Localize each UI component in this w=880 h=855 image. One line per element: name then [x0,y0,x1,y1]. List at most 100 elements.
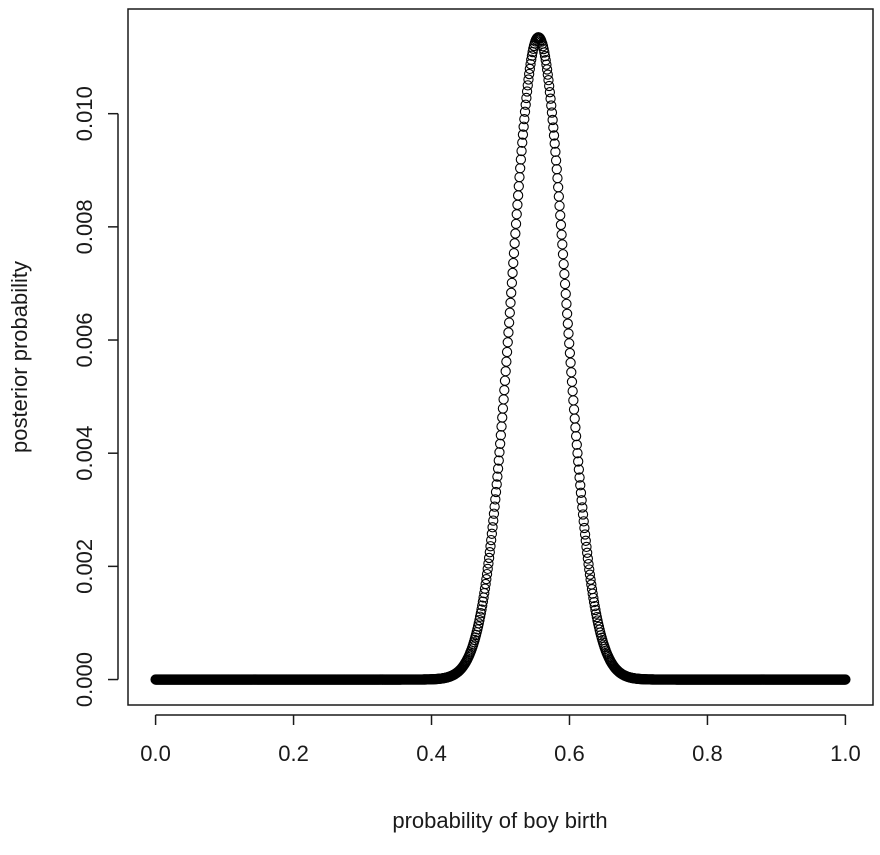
data-point [485,541,496,552]
data-point [573,464,585,475]
data-point [566,376,578,387]
data-point [520,99,531,110]
data-point [563,328,574,339]
data-point [474,614,485,626]
data-point [577,502,588,513]
data-point [474,611,486,622]
data-point [591,611,602,623]
data-point [570,431,582,442]
data-point [505,297,516,308]
data-point [588,592,599,604]
data-point [483,552,495,564]
data-point [547,114,558,126]
data-point [519,113,530,125]
data-point [566,367,577,378]
data-point [503,317,515,328]
x-tick-label: 0.6 [554,741,585,766]
data-point [588,596,600,608]
data-point [518,121,529,132]
data-point [574,472,585,483]
data-point [584,564,595,575]
data-point [562,318,573,329]
data-point [495,430,506,441]
data-point [567,385,578,397]
data-point [557,239,568,250]
data-point [504,307,515,318]
data-point [486,534,497,546]
data-point [580,535,591,546]
data-point [541,64,553,75]
data-point [489,501,500,512]
x-tick-label: 0.0 [140,741,171,766]
data-point [554,200,565,211]
data-point [486,528,498,539]
data-point [517,129,529,140]
data-point [526,54,537,65]
data-point [515,163,526,174]
data-point [492,471,503,482]
data-point [541,59,552,70]
data-point [572,448,583,459]
data-point [512,190,524,201]
data-point [573,456,584,467]
data-point [511,209,522,220]
data-point [476,604,487,615]
data-point [553,182,564,193]
data-point [558,258,569,270]
data-point [526,50,538,61]
data-point [509,238,520,249]
y-tick-label: 0.002 [72,539,97,594]
data-point [559,268,570,280]
data-point [575,480,586,491]
data-point [550,155,562,166]
data-point [840,674,851,685]
data-point [497,403,509,414]
data-point [490,486,502,498]
data-point [493,455,504,466]
data-point [515,154,527,165]
data-point [488,515,499,526]
data-point [484,547,495,558]
data-point [525,58,536,70]
data-point [492,463,504,474]
data-point [543,75,554,86]
data-point [582,547,593,558]
data-point [510,218,522,230]
data-point [570,422,581,433]
data-point [507,267,518,279]
x-tick-label: 1.0 [830,741,861,766]
data-point [544,80,555,92]
data-point [510,228,521,239]
data-point [565,357,576,368]
data-point [483,558,494,569]
data-point [561,298,572,310]
data-point [590,608,602,619]
data-point [506,277,518,289]
data-point [499,375,511,386]
data-point [548,130,560,141]
data-point [579,522,590,534]
data-point [556,229,567,240]
data-point [561,308,573,319]
data-point [581,541,592,553]
y-tick-label: 0.010 [72,86,97,141]
data-point [552,172,563,184]
data-point [555,210,566,221]
data-point [551,164,562,175]
x-tick-label: 0.8 [692,741,723,766]
data-point [523,74,534,85]
data-point [587,588,598,599]
data-point [522,80,533,91]
data-point [477,600,488,611]
data-point [499,384,510,396]
data-point [517,137,528,148]
data-point [508,247,520,259]
data-point [497,412,508,423]
data-point [491,479,502,490]
data-point [494,447,505,458]
x-axis: 0.0 0.2 0.4 0.6 0.8 1.0 [140,714,861,766]
data-point [584,569,596,580]
data-point [501,356,512,367]
data-point [498,394,509,405]
